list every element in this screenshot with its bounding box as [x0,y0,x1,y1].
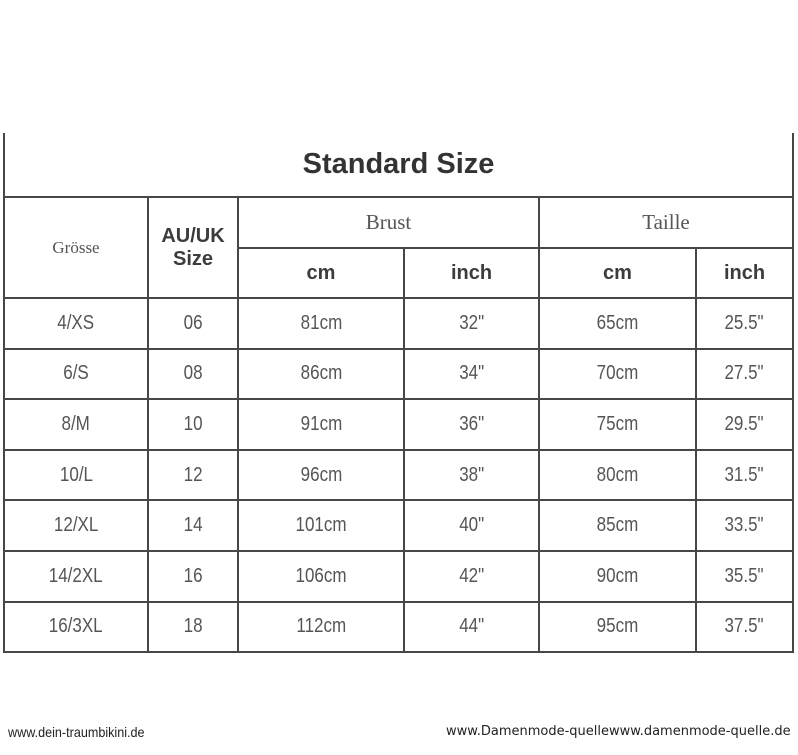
cell-brust-cm: 91cm [237,398,405,451]
cell-groesse: 12/XL [3,499,149,552]
cell-taille-inch: 33.5" [695,499,794,552]
cell-brust-cm: 81cm [237,297,405,350]
cell-taille-cm: 75cm [538,398,697,451]
cell-taille-inch: 29.5" [695,398,794,451]
cell-au-uk: 16 [147,549,239,603]
cell-au-uk: 12 [147,448,239,502]
cell-taille-cm: 90cm [538,549,697,603]
cell-taille-inch: 37.5" [695,600,794,654]
cell-groesse: 4/XS [3,297,149,350]
cell-taille-inch: 31.5" [695,448,794,502]
table-row: 10/L 12 96cm 38" 80cm 31.5" [3,448,794,502]
cell-groesse: 6/S [3,347,149,401]
cell-au-uk: 14 [147,499,239,552]
cell-brust-cm: 86cm [237,347,405,401]
cell-groesse: 8/M [3,398,149,451]
table-row: 14/2XL 16 106cm 42" 90cm 35.5" [3,549,794,603]
header-brust: Brust [237,196,540,249]
cell-taille-inch: 25.5" [695,297,794,350]
cell-brust-cm: 106cm [237,549,405,603]
cell-au-uk: 08 [147,347,239,401]
header-au-uk-size: AU/UK Size [147,196,239,299]
table-row: 12/XL 14 101cm 40" 85cm 33.5" [3,499,794,552]
cell-brust-inch: 36" [403,398,540,451]
cell-au-uk: 18 [147,600,239,654]
cell-brust-inch: 34" [403,347,540,401]
cell-taille-cm: 85cm [538,499,697,552]
cell-taille-cm: 95cm [538,600,697,654]
cell-groesse: 10/L [3,448,149,502]
cell-taille-cm: 70cm [538,347,697,401]
cell-brust-inch: 42" [403,549,540,603]
header-brust-inch: inch [403,247,540,299]
cell-taille-inch: 27.5" [695,347,794,401]
cell-taille-cm: 65cm [538,297,697,350]
cell-au-uk: 10 [147,398,239,451]
header-taille-inch: inch [695,247,794,299]
watermark-left: www.dein-traumbikini.de [8,724,145,740]
header-brust-cm: cm [237,247,405,299]
size-chart-table: Standard Size Grösse AU/UK Size Brust Tai… [3,133,794,654]
cell-taille-inch: 35.5" [695,549,794,603]
cell-brust-inch: 32" [403,297,540,350]
cell-brust-cm: 112cm [237,600,405,654]
table-row: 16/3XL 18 112cm 44" 95cm 37.5" [3,600,794,654]
table-row: 4/XS 06 81cm 32" 65cm 25.5" [3,297,794,350]
cell-au-uk: 06 [147,297,239,350]
cell-brust-cm: 96cm [237,448,405,502]
cell-brust-inch: 40" [403,499,540,552]
header-groesse: Grösse [3,196,149,299]
cell-groesse: 16/3XL [3,600,149,654]
header-taille-cm: cm [538,247,697,299]
cell-brust-inch: 44" [403,600,540,654]
cell-groesse: 14/2XL [3,549,149,603]
table-title: Standard Size [3,133,794,198]
header-taille: Taille [538,196,794,249]
watermark-right: www.Damenmode-quellewww.damenmode-quelle… [446,724,791,739]
cell-taille-cm: 80cm [538,448,697,502]
cell-brust-inch: 38" [403,448,540,502]
cell-brust-cm: 101cm [237,499,405,552]
table-row: 8/M 10 91cm 36" 75cm 29.5" [3,398,794,451]
table-row: 6/S 08 86cm 34" 70cm 27.5" [3,347,794,401]
